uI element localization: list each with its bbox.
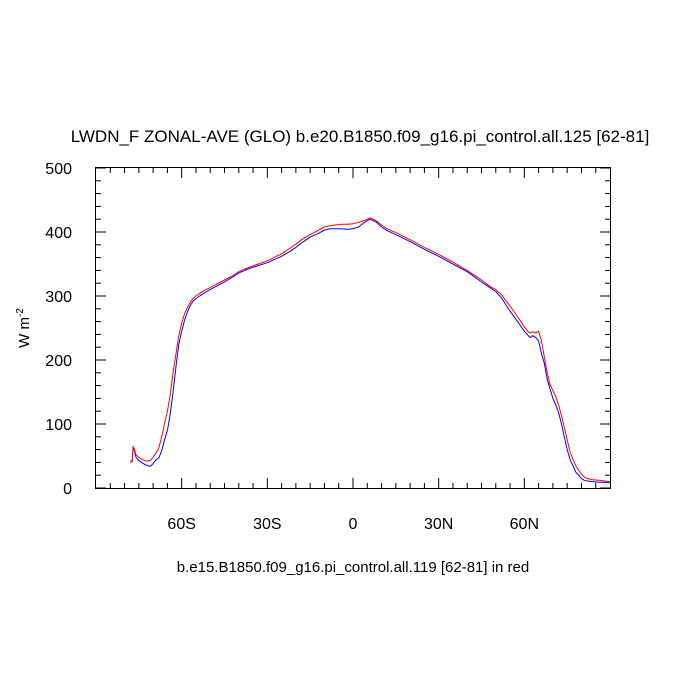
y-tick-label: 400 bbox=[45, 225, 72, 242]
y-axis: 0 100 200 300 400 500 bbox=[45, 161, 610, 498]
x-tick-label: 60S bbox=[167, 516, 195, 533]
series-line-0 bbox=[130, 218, 610, 484]
x-axis: 60S 30S 0 30N 60N bbox=[167, 168, 539, 533]
y-tick-label: 300 bbox=[45, 289, 72, 306]
y-tick-label: 0 bbox=[63, 481, 72, 498]
plot-frame bbox=[95, 167, 611, 489]
minor-ticks bbox=[96, 168, 610, 488]
x-tick-label: 60N bbox=[510, 516, 539, 533]
x-tick-label: 30N bbox=[424, 516, 453, 533]
series-layer bbox=[129, 217, 610, 484]
series-line-1 bbox=[129, 217, 610, 483]
x-tick-label: 30S bbox=[253, 516, 281, 533]
y-axis-label: W m-2 bbox=[15, 308, 33, 348]
y-tick-label: 500 bbox=[45, 161, 72, 178]
chart-title: LWDN_F ZONAL-AVE (GLO) b.e20.B1850.f09_g… bbox=[71, 127, 650, 146]
y-tick-label: 100 bbox=[45, 417, 72, 434]
y-axis-label-exponent: -2 bbox=[15, 308, 26, 317]
chart-subtitle: b.e15.B1850.f09_g16.pi_control.all.119 [… bbox=[177, 559, 530, 576]
y-tick-label: 200 bbox=[45, 353, 72, 370]
x-tick-label: 0 bbox=[349, 516, 358, 533]
